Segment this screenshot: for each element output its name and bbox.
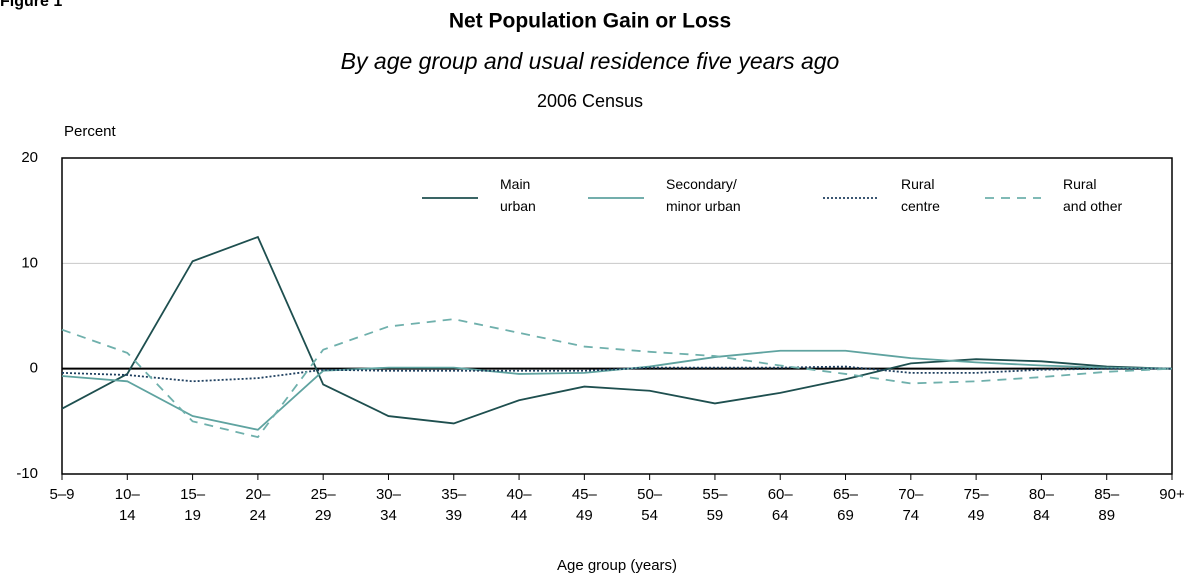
x-tick-label: 80–84 [1028,486,1054,524]
x-tick-label: 20–24 [245,486,271,524]
chart-subtitle: 2006 Census [537,91,643,111]
x-tick-label: 70–74 [898,486,924,524]
legend-label: Rural and other [1063,176,1123,214]
chart-subtitle: By age group and usual residence five ye… [341,48,840,74]
y-axis-label: Percent [64,123,117,140]
chart-title: Net Population Gain or Loss [449,10,731,33]
y-tick-label: 10 [21,254,38,271]
x-tick-label: 65–69 [833,486,859,524]
figure-label: Figure 1 [0,0,62,10]
x-tick-label: 45–49 [571,486,597,524]
series-line [61,365,1172,383]
series-line [61,235,1173,425]
y-tick-label: -10 [16,465,38,482]
x-axis-label: Age group (years) [557,557,677,574]
legend-label: Rural centre [901,176,940,214]
x-tick-label: 5–9 [49,486,75,503]
x-tick-label: 35–39 [441,486,467,524]
x-tick-label: 40–44 [506,486,532,524]
plot-frame [61,157,1173,475]
series-line [61,349,1173,431]
series-line [61,318,1173,439]
y-tick-label: 0 [30,360,38,377]
x-tick-label: 75–49 [963,486,989,524]
x-tick-label: 85–89 [1094,486,1120,524]
x-tick-label: 15–19 [180,486,206,524]
x-tick-label: 10–14 [114,486,140,524]
x-tick-label: 55–59 [702,486,728,524]
y-tick-label: 20 [21,149,38,166]
legend-label: Secondary/ minor urban [666,176,741,214]
x-tick-label: 90+ [1159,486,1185,503]
x-tick-label: 60–64 [767,486,793,524]
x-tick-label: 50–54 [637,486,663,524]
x-tick-label: 25–29 [310,486,336,524]
legend-label: Main urban [500,176,536,214]
x-tick-label: 30–34 [375,486,401,524]
